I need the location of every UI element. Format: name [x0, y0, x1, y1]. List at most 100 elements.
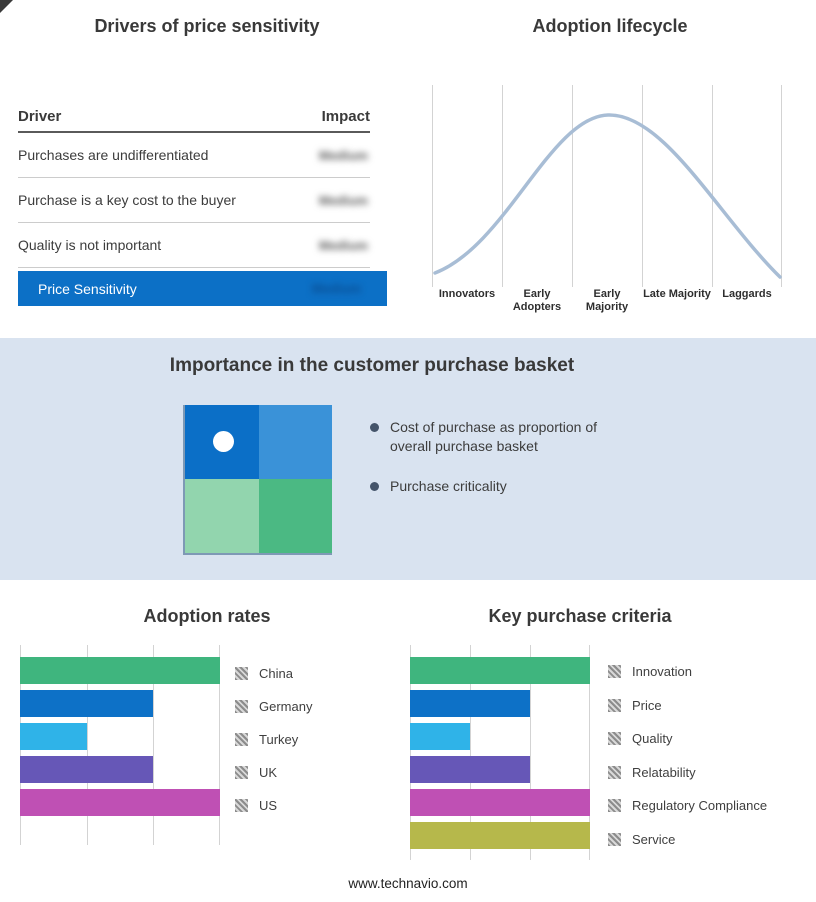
driver-row: Purchases are undifferentiated Medium [18, 133, 370, 178]
legend-item-service: Service [608, 823, 767, 857]
gridline [572, 85, 573, 287]
bar-row [410, 822, 590, 849]
gridline [219, 645, 220, 845]
hatched-swatch-icon [235, 667, 248, 680]
key-purchase-criteria-legend: Innovation Price Quality Relatability Re… [608, 655, 767, 856]
bar-price [410, 690, 530, 717]
basket-bullet-list: Cost of purchase as proportion of overal… [370, 418, 626, 517]
legend-label: US [259, 798, 278, 813]
legend-label: Turkey [259, 732, 299, 747]
legend-item-china: China [235, 657, 312, 690]
bar-row [20, 690, 220, 717]
legend-label: Regulatory Compliance [632, 798, 768, 814]
hatched-swatch-icon [608, 799, 621, 813]
bell-curve-chart [433, 113, 782, 279]
legend-item-relatability: Relatability [608, 756, 767, 790]
bar-innovation [410, 657, 590, 684]
drivers-section-title: Drivers of price sensitivity [94, 16, 320, 36]
quadrant-grid [185, 405, 332, 553]
driver-cell: Quality is not important [18, 237, 162, 253]
key-purchase-criteria-title: Key purchase criteria [488, 606, 672, 626]
price-sensitivity-highlight-bar: Price Sensitivity Medium [18, 271, 387, 306]
bar-quality [410, 723, 470, 750]
bullet-icon [370, 481, 379, 491]
driver-cell: Purchases are undifferentiated [18, 147, 209, 163]
quadrant-bottom-right [258, 479, 332, 553]
position-marker-dot [213, 431, 234, 452]
quadrant-top-right [258, 405, 332, 479]
bar-row [410, 690, 590, 717]
legend-item-innovation: Innovation [608, 655, 767, 689]
hatched-swatch-icon [608, 732, 621, 746]
bullet-text: Purchase criticality [390, 477, 507, 494]
bar-row [410, 723, 590, 750]
legend-label: Germany [259, 699, 313, 714]
gridline [781, 85, 782, 287]
hatched-swatch-icon [608, 698, 621, 712]
impact-cell-redacted: Medium [318, 237, 368, 253]
impact-cell-redacted: Medium [318, 147, 368, 163]
hatched-swatch-icon [608, 832, 621, 846]
legend-item-turkey: Turkey [235, 723, 312, 756]
hatched-swatch-icon [235, 700, 248, 713]
legend-label: Service [632, 831, 676, 847]
legend-item-regulatory-compliance: Regulatory Compliance [608, 789, 767, 823]
lifecycle-section-title: Adoption lifecycle [532, 16, 688, 36]
gridline [642, 85, 643, 287]
bell-curve-line [433, 113, 782, 279]
legend-label: Relatability [632, 764, 696, 780]
gridline [432, 85, 433, 287]
legend-label: Innovation [632, 664, 692, 680]
bar-service [410, 822, 590, 849]
bar-us [20, 789, 220, 816]
stage-label-early-majority: Early Majority [585, 288, 629, 314]
quadrant-chart [183, 405, 332, 555]
bar-china [20, 657, 220, 684]
hatched-swatch-icon [608, 665, 621, 679]
bullet-text: Cost of purchase as proportion of overal… [390, 419, 598, 454]
bar-row [20, 756, 220, 783]
impact-cell-redacted: Medium [318, 192, 368, 208]
stage-label-laggards: Laggards [722, 288, 772, 300]
lifecycle-stage-labels: Innovators Early Adopters Early Majority… [432, 288, 782, 314]
gridline [530, 645, 531, 860]
key-purchase-criteria-bars [410, 657, 590, 855]
bar-row [410, 756, 590, 783]
gridline [712, 85, 713, 287]
adoption-rates-bars [20, 657, 220, 822]
legend-item-us: US [235, 789, 312, 822]
legend-label: UK [259, 765, 278, 780]
drivers-table-header: Driver Impact [18, 92, 370, 133]
adoption-rates-plot [20, 645, 220, 845]
legend-item-uk: UK [235, 756, 312, 789]
bar-row [20, 789, 220, 816]
legend-item-quality: Quality [608, 722, 767, 756]
gridline [469, 645, 471, 860]
basket-section-title: Importance in the customer purchase bask… [169, 355, 575, 376]
bullet-item: Purchase criticality [370, 477, 626, 496]
footer-url: www.technavio.com [348, 876, 468, 891]
bar-row [410, 657, 590, 684]
legend-label: China [259, 666, 293, 681]
bar-row [410, 789, 590, 816]
corner-mark [0, 0, 13, 13]
driver-cell: Purchase is a key cost to the buyer [18, 192, 236, 208]
price-sensitivity-label: Price Sensitivity [38, 280, 137, 297]
bar-regulatory-compliance [410, 789, 590, 816]
bar-germany [20, 690, 154, 717]
hatched-swatch-icon [235, 799, 248, 812]
gridline [86, 645, 88, 845]
gridline [153, 645, 155, 845]
drivers-table: Driver Impact Purchases are undifferenti… [18, 92, 370, 268]
hatched-swatch-icon [608, 765, 621, 779]
bullet-icon [370, 423, 379, 432]
adoption-rates-legend: China Germany Turkey UK US [235, 657, 312, 822]
quadrant-bottom-left [185, 479, 259, 553]
legend-item-price: Price [608, 689, 767, 723]
stage-label-late-majority: Late Majority [643, 288, 711, 300]
price-sensitivity-impact-redacted: Medium [311, 281, 361, 296]
bullet-item: Cost of purchase as proportion of overal… [370, 418, 626, 456]
stage-label-innovators: Innovators [438, 288, 496, 300]
impact-column-header: Impact [321, 108, 370, 125]
